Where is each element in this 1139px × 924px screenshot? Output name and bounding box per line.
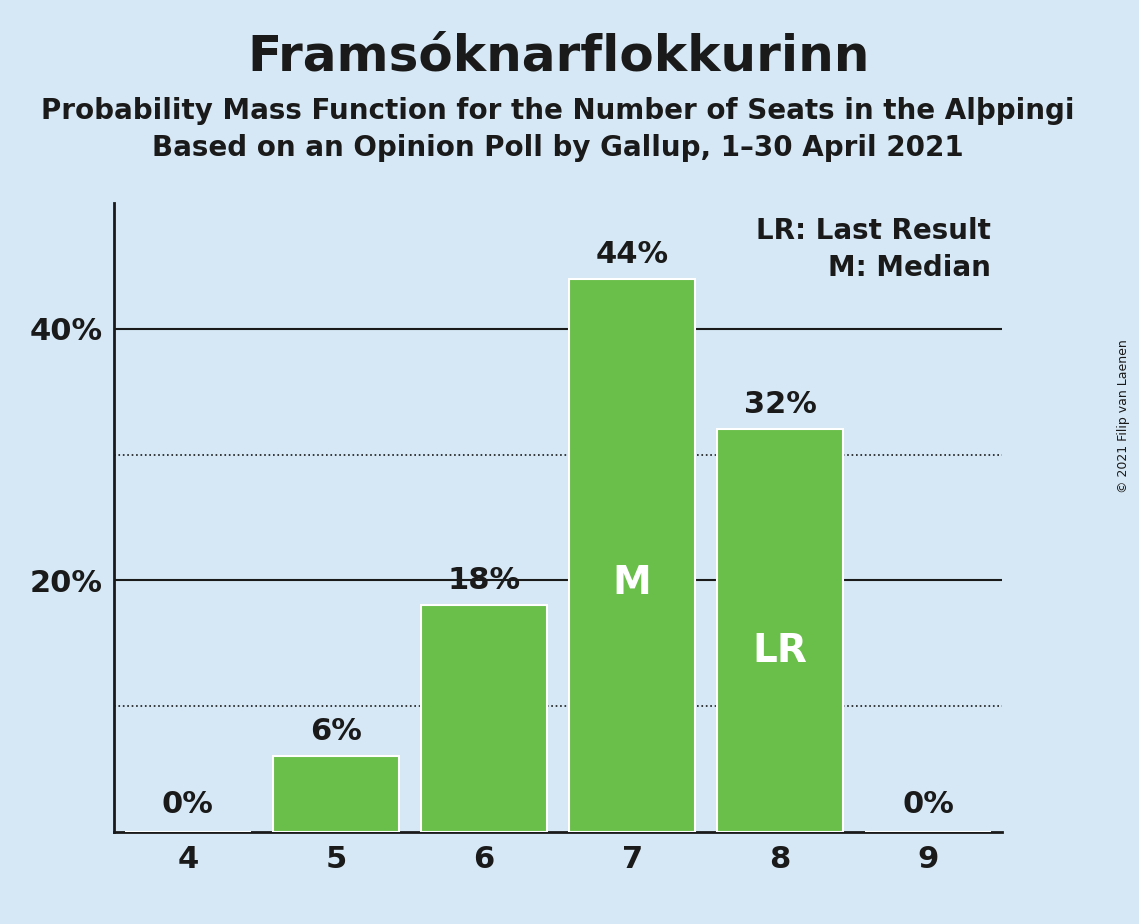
Text: 0%: 0%	[162, 790, 214, 819]
Text: LR: LR	[753, 632, 808, 670]
Text: 32%: 32%	[744, 391, 817, 419]
Text: LR: Last Result: LR: Last Result	[756, 217, 991, 245]
Text: 44%: 44%	[596, 239, 669, 269]
Bar	[718, 430, 843, 832]
Text: © 2021 Filip van Laenen: © 2021 Filip van Laenen	[1117, 339, 1130, 492]
Text: Framsóknarflokkurinn: Framsóknarflokkurinn	[247, 32, 869, 80]
Text: 0%: 0%	[902, 790, 954, 819]
Bar	[273, 756, 399, 832]
Text: M: M	[613, 564, 652, 602]
Text: 6%: 6%	[310, 717, 362, 747]
Bar	[421, 605, 547, 832]
Text: Probability Mass Function for the Number of Seats in the Alþpingi: Probability Mass Function for the Number…	[41, 97, 1075, 125]
Bar	[570, 279, 695, 832]
Text: Based on an Opinion Poll by Gallup, 1–30 April 2021: Based on an Opinion Poll by Gallup, 1–30…	[153, 134, 964, 162]
Text: M: Median: M: Median	[828, 254, 991, 282]
Text: 18%: 18%	[448, 566, 521, 595]
